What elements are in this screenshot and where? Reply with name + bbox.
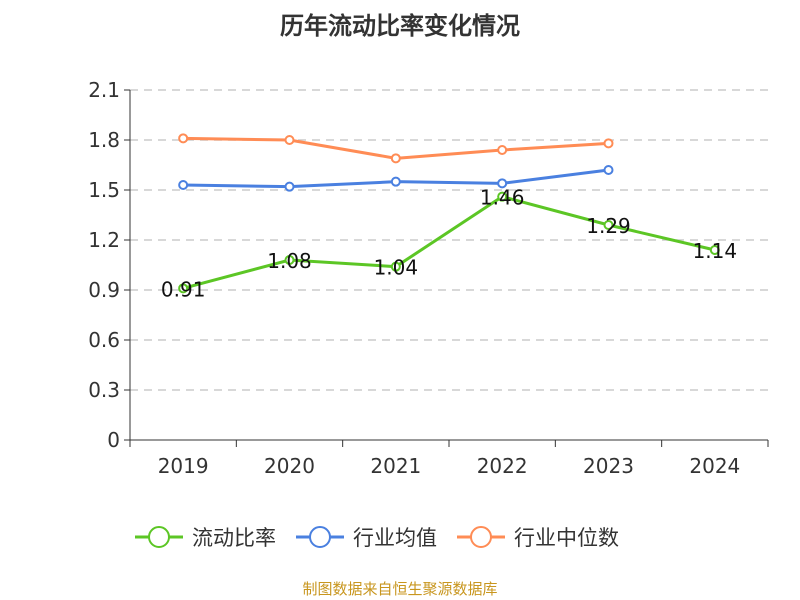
y-tick-label: 1.2	[88, 228, 120, 252]
legend-label: 流动比率	[192, 526, 276, 550]
y-tick-label: 1.5	[88, 178, 120, 202]
x-tick-label: 2023	[583, 454, 634, 478]
legend-marker	[470, 526, 492, 548]
data-point	[178, 133, 189, 144]
data-label: 1.14	[693, 239, 738, 263]
data-point	[178, 283, 189, 294]
legend-label: 行业中位数	[514, 526, 619, 550]
y-tick-label: 2.1	[88, 78, 120, 102]
y-tick-label: 0	[107, 428, 120, 452]
data-point	[178, 180, 189, 190]
data-point	[709, 245, 720, 255]
series-line	[182, 195, 716, 290]
y-tick-label: 0.6	[88, 328, 120, 352]
data-point	[603, 165, 614, 175]
data-label: 1.46	[480, 186, 525, 210]
x-tick-label: 2021	[370, 454, 421, 478]
data-point	[390, 176, 401, 187]
data-point	[603, 138, 614, 149]
data-point	[390, 153, 401, 164]
legend-label: 行业均值	[353, 526, 437, 550]
data-point	[497, 191, 508, 202]
data-point	[603, 220, 614, 230]
legend-marker	[148, 526, 170, 548]
data-point	[284, 181, 295, 192]
x-tick-label: 2022	[477, 454, 528, 478]
data-label: 1.29	[586, 214, 631, 238]
y-tick-label: 1.8	[88, 128, 120, 152]
y-tick-label: 0.3	[88, 378, 120, 402]
legend-marker	[309, 526, 331, 548]
data-point	[497, 145, 508, 155]
data-point	[497, 178, 508, 189]
data-label: 1.04	[374, 256, 419, 280]
chart-title: 历年流动比率变化情况	[280, 12, 520, 40]
data-label: 1.08	[267, 249, 312, 273]
data-label: 0.91	[161, 277, 206, 301]
data-point	[284, 255, 295, 265]
x-tick-label: 2019	[158, 454, 209, 478]
data-point	[390, 261, 401, 272]
x-tick-label: 2024	[689, 454, 740, 478]
data-point	[284, 135, 295, 145]
x-tick-label: 2020	[264, 454, 315, 478]
source-note: 制图数据来自恒生聚源数据库	[302, 580, 498, 598]
y-tick-label: 0.9	[88, 278, 120, 302]
